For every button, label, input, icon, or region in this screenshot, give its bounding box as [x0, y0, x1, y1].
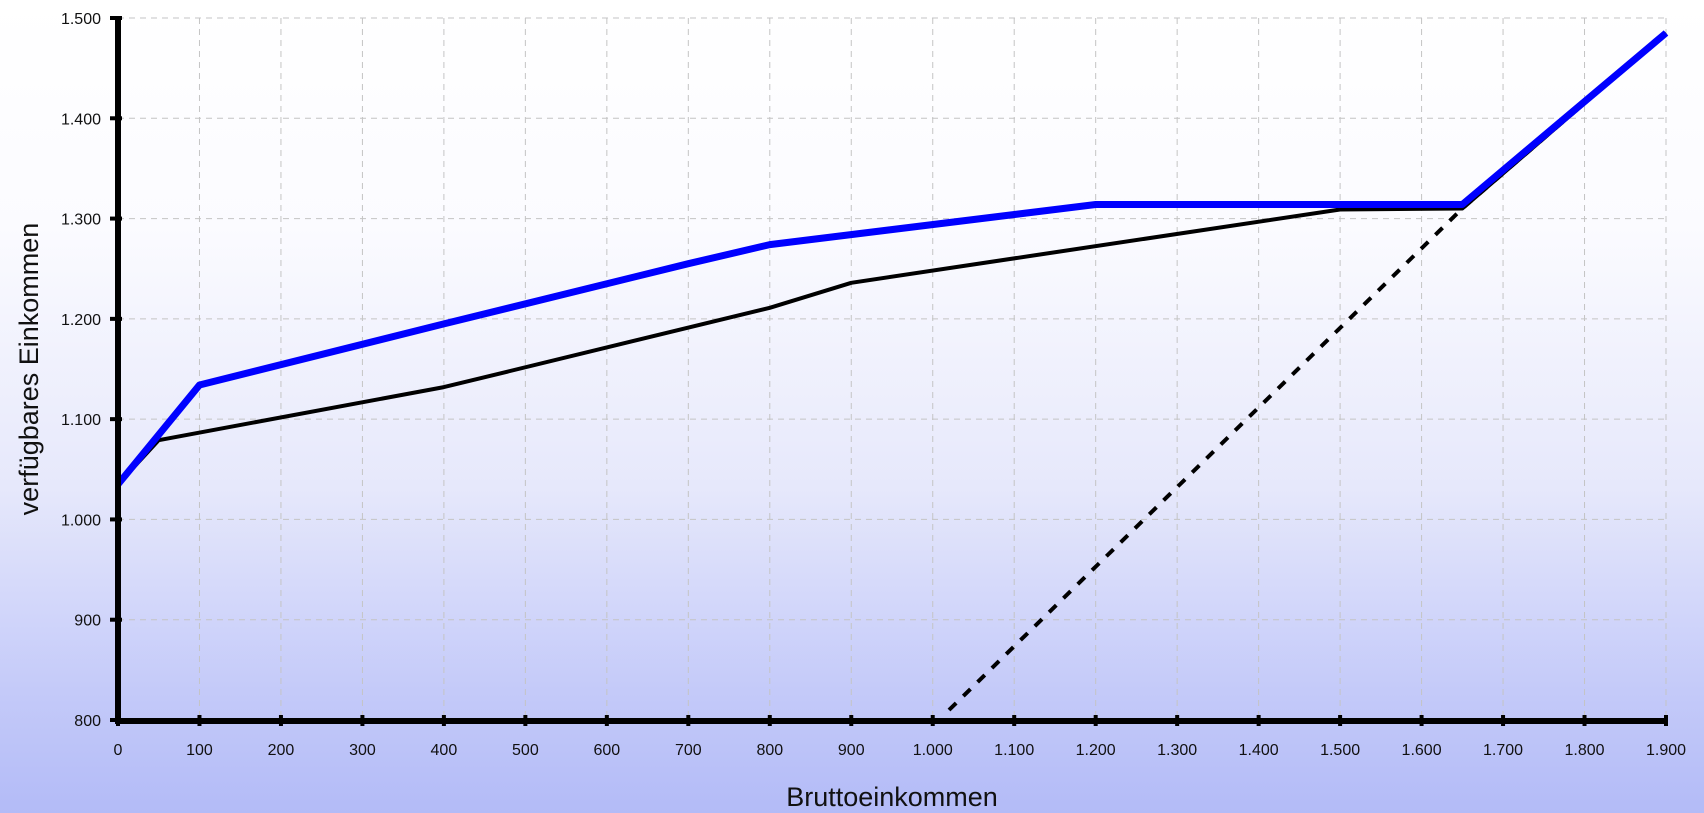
x-tick-label: 100 [186, 742, 213, 759]
x-tick-label: 900 [838, 742, 865, 759]
y-axis-title: verfügbares Einkommen [14, 223, 44, 516]
series-line-3 [947, 31, 1668, 712]
y-axis-ticks: 800 900 1.000 1.100 1.200 1.300 1.400 1.500 [61, 11, 122, 730]
x-tick-label: 1.300 [1157, 742, 1197, 759]
x-tick-label: 600 [593, 742, 620, 759]
series-line-1 [115, 30, 1669, 487]
x-axis-title: Bruttoeinkommen [786, 782, 998, 812]
y-tick-label: 1.300 [61, 212, 101, 229]
x-tick-label: 1.400 [1239, 742, 1279, 759]
x-tick-label: 1.100 [994, 742, 1034, 759]
x-axis-ticks: 0 100 200 300 400 500 600 700 800 900 1.000 1.100 1.… [114, 715, 1686, 759]
y-tick-label: 1.500 [61, 11, 101, 28]
x-tick-label: 1.500 [1320, 742, 1360, 759]
axes [115, 18, 1667, 724]
x-tick-label: 1.700 [1483, 742, 1523, 759]
x-tick-label: 1.200 [1076, 742, 1116, 759]
x-tick-label: 1.800 [1565, 742, 1605, 759]
data-series [115, 30, 1669, 712]
x-tick-label: 1.600 [1402, 742, 1442, 759]
x-tick-label: 500 [512, 742, 539, 759]
x-tick-label: 400 [431, 742, 458, 759]
x-tick-label: 700 [675, 742, 702, 759]
y-tick-label: 1.000 [61, 512, 101, 529]
x-tick-label: 200 [268, 742, 295, 759]
x-tick-label: 1.000 [913, 742, 953, 759]
y-tick-label: 1.200 [61, 312, 101, 329]
x-tick-label: 0 [114, 742, 123, 759]
x-tick-label: 300 [349, 742, 376, 759]
x-tick-label: 800 [756, 742, 783, 759]
grid-lines [118, 17, 1667, 720]
y-tick-label: 900 [74, 613, 101, 630]
x-tick-label: 1.900 [1646, 742, 1686, 759]
series-line-2 [116, 31, 1668, 486]
y-tick-label: 1.400 [61, 111, 101, 128]
y-tick-label: 800 [74, 713, 101, 730]
y-tick-label: 1.100 [61, 412, 101, 429]
